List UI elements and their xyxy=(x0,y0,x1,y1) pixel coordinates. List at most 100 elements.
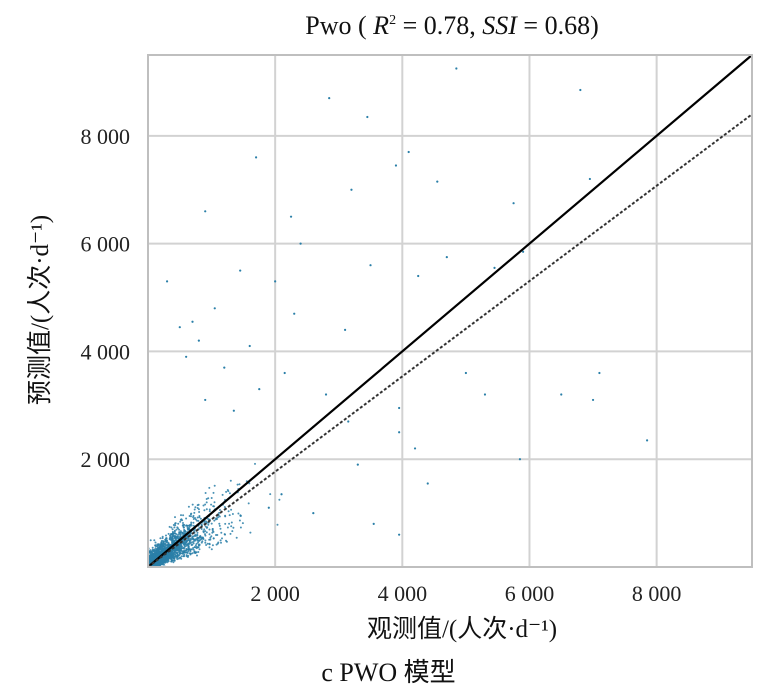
data-point xyxy=(161,562,164,565)
data-point xyxy=(160,548,163,551)
data-point xyxy=(168,537,171,540)
data-point xyxy=(426,482,429,485)
data-point xyxy=(213,484,216,487)
data-point xyxy=(171,552,173,555)
data-point xyxy=(213,519,216,522)
data-point xyxy=(579,88,582,92)
data-point xyxy=(198,548,201,551)
data-point xyxy=(324,393,328,396)
data-point xyxy=(152,557,155,560)
data-point xyxy=(173,559,176,562)
data-point xyxy=(218,524,221,527)
data-point xyxy=(235,536,238,539)
data-point xyxy=(193,508,196,511)
data-point xyxy=(156,561,159,564)
data-point xyxy=(192,548,195,551)
data-point xyxy=(163,545,166,548)
y-tick-label: 2 000 xyxy=(81,447,131,472)
data-point xyxy=(191,538,193,541)
data-point xyxy=(169,544,172,546)
data-point xyxy=(171,559,174,562)
data-point xyxy=(221,493,224,496)
data-point xyxy=(164,561,167,564)
data-point xyxy=(179,547,182,550)
data-point xyxy=(197,551,200,553)
data-point xyxy=(398,431,401,434)
data-point xyxy=(280,493,283,496)
data-point xyxy=(175,552,178,555)
data-point xyxy=(350,188,353,191)
data-point xyxy=(174,532,176,535)
data-point xyxy=(171,528,174,531)
data-point xyxy=(208,510,211,513)
data-point xyxy=(187,546,190,549)
data-point xyxy=(169,534,171,537)
data-point xyxy=(190,512,193,515)
y-tick-label: 8 000 xyxy=(81,124,131,149)
data-point xyxy=(182,514,185,517)
data-point xyxy=(197,546,200,549)
data-point xyxy=(197,339,200,342)
data-point xyxy=(183,553,186,556)
data-point xyxy=(162,542,165,544)
data-point xyxy=(219,539,222,542)
data-point xyxy=(189,539,192,542)
data-point xyxy=(173,550,176,553)
data-point xyxy=(154,552,157,554)
data-point xyxy=(205,498,208,500)
data-point xyxy=(197,541,199,544)
data-point xyxy=(220,531,223,534)
data-point xyxy=(201,540,204,543)
data-point xyxy=(267,506,270,509)
data-point xyxy=(192,518,195,520)
data-point xyxy=(165,280,169,283)
data-point xyxy=(194,544,197,547)
title-prefix: Pwo ( xyxy=(305,11,373,40)
grid-lines xyxy=(148,55,752,567)
data-point xyxy=(160,539,163,542)
data-point xyxy=(197,537,200,540)
data-point xyxy=(174,548,177,551)
data-point xyxy=(204,541,207,544)
data-point xyxy=(225,490,228,493)
data-point xyxy=(226,526,229,529)
data-point xyxy=(212,491,215,494)
x-tick-label: 8 000 xyxy=(632,581,682,606)
data-point xyxy=(202,531,205,534)
data-point xyxy=(171,549,174,552)
data-point xyxy=(166,555,168,558)
data-point xyxy=(202,504,205,507)
data-point xyxy=(205,508,208,511)
data-point xyxy=(168,525,171,528)
data-point xyxy=(221,537,223,540)
data-point xyxy=(299,242,302,245)
data-point xyxy=(194,551,197,554)
data-point xyxy=(172,533,175,535)
data-point xyxy=(187,548,190,551)
data-point xyxy=(211,531,214,534)
data-point xyxy=(162,560,165,562)
data-point xyxy=(167,542,170,545)
data-point xyxy=(181,524,184,527)
data-point xyxy=(158,559,161,562)
data-point xyxy=(347,420,350,423)
data-point xyxy=(179,531,182,534)
data-point xyxy=(160,544,163,547)
data-point xyxy=(230,508,233,511)
data-point xyxy=(194,533,197,536)
data-point xyxy=(223,533,226,536)
data-point xyxy=(283,371,286,375)
data-point xyxy=(160,541,163,544)
data-point xyxy=(215,543,218,546)
plot-frame xyxy=(147,54,753,568)
data-point xyxy=(190,521,193,524)
data-point xyxy=(163,548,166,551)
data-point xyxy=(247,502,250,505)
data-point xyxy=(205,520,208,523)
data-point xyxy=(225,539,227,542)
data-point xyxy=(208,546,211,549)
data-point xyxy=(213,307,216,310)
data-point xyxy=(165,544,168,547)
data-point xyxy=(210,497,213,499)
